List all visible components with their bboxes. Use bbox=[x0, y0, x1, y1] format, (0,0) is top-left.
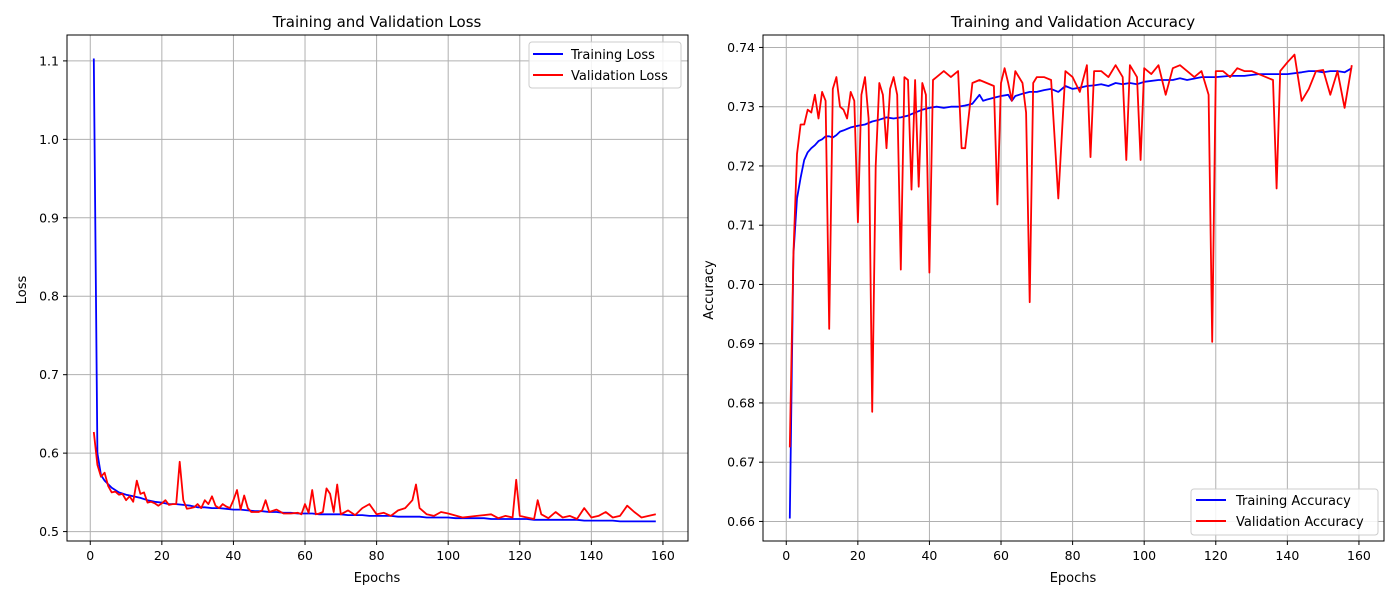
accuracy-x-tick-label: 160 bbox=[1347, 548, 1371, 563]
accuracy-x-tick-label: 140 bbox=[1275, 548, 1299, 563]
loss-x-tick-label: 100 bbox=[436, 548, 460, 563]
loss-training-line bbox=[92, 58, 656, 523]
loss-x-tick-label: 40 bbox=[225, 548, 241, 563]
loss-chart: 0 20 40 60 80 100 120 140 160 0.5 0.6 0.7 0.8 0.9 1.0 1… bbox=[15, 13, 689, 586]
accuracy-y-tick-label: 0.71 bbox=[727, 218, 755, 233]
accuracy-x-tick-label: 80 bbox=[1065, 548, 1081, 563]
loss-y-tick-label: 1.1 bbox=[39, 53, 59, 68]
loss-chart-title: Training and Validation Loss bbox=[272, 13, 482, 31]
accuracy-legend-training-label: Training Accuracy bbox=[1235, 494, 1351, 509]
loss-x-axis-label: Epochs bbox=[354, 571, 401, 586]
accuracy-y-tick-label: 0.69 bbox=[727, 336, 755, 351]
loss-validation-line bbox=[92, 431, 656, 520]
accuracy-y-axis-label: Accuracy bbox=[702, 260, 717, 320]
loss-y-tick-label: 0.9 bbox=[39, 210, 59, 225]
accuracy-y-tick-label: 0.74 bbox=[727, 40, 755, 55]
accuracy-y-tick-label: 0.67 bbox=[727, 455, 755, 470]
accuracy-chart: 0 20 40 60 80 100 120 140 160 0.66 0.67 0.68 0.69 0.7… bbox=[702, 13, 1385, 586]
accuracy-y-tick-label: 0.66 bbox=[727, 514, 755, 529]
accuracy-legend-validation-label: Validation Accuracy bbox=[1236, 515, 1364, 530]
accuracy-validation-line bbox=[788, 53, 1353, 448]
loss-plot-frame bbox=[66, 34, 689, 542]
accuracy-x-tick-label: 100 bbox=[1132, 548, 1156, 563]
accuracy-y-tick-label: 0.70 bbox=[727, 277, 755, 292]
loss-legend: Training Loss Validation Loss bbox=[528, 41, 682, 89]
accuracy-x-tick-label: 60 bbox=[993, 548, 1009, 563]
loss-y-tick-label: 1.0 bbox=[39, 132, 59, 147]
loss-x-tick-label: 0 bbox=[86, 548, 94, 563]
accuracy-ticks: 0 20 40 60 80 100 120 140 160 0.66 0.67 0.68 0.69 0.7… bbox=[727, 40, 1371, 563]
loss-x-tick-label: 140 bbox=[579, 548, 603, 563]
loss-y-tick-label: 0.8 bbox=[39, 289, 59, 304]
accuracy-series bbox=[788, 53, 1353, 519]
loss-x-tick-label: 80 bbox=[369, 548, 385, 563]
loss-ticks: 0 20 40 60 80 100 120 140 160 0.5 0.6 0.7 0.8 0.9 1.0 1… bbox=[39, 53, 675, 563]
accuracy-x-tick-label: 40 bbox=[921, 548, 937, 563]
accuracy-plot-frame bbox=[762, 34, 1385, 542]
loss-y-axis-label: Loss bbox=[15, 276, 30, 305]
accuracy-y-tick-label: 0.68 bbox=[727, 395, 755, 410]
loss-x-tick-label: 20 bbox=[154, 548, 170, 563]
loss-y-tick-label: 0.6 bbox=[39, 446, 59, 461]
accuracy-x-axis-label: Epochs bbox=[1050, 571, 1097, 586]
loss-x-tick-label: 160 bbox=[651, 548, 675, 563]
loss-grid bbox=[67, 35, 688, 541]
accuracy-y-tick-label: 0.72 bbox=[727, 158, 755, 173]
loss-legend-validation-label: Validation Loss bbox=[571, 69, 668, 84]
accuracy-legend-box bbox=[1190, 488, 1379, 536]
accuracy-y-tick-label: 0.73 bbox=[727, 99, 755, 114]
accuracy-chart-title: Training and Validation Accuracy bbox=[950, 13, 1195, 31]
accuracy-x-tick-label: 0 bbox=[782, 548, 790, 563]
loss-legend-box bbox=[528, 41, 682, 89]
accuracy-x-tick-label: 120 bbox=[1204, 548, 1228, 563]
loss-x-tick-label: 120 bbox=[508, 548, 532, 563]
loss-y-tick-label: 0.5 bbox=[39, 524, 59, 539]
loss-legend-training-label: Training Loss bbox=[570, 48, 655, 63]
loss-y-tick-label: 0.7 bbox=[39, 367, 59, 382]
loss-series bbox=[92, 58, 656, 523]
accuracy-legend: Training Accuracy Validation Accuracy bbox=[1190, 488, 1379, 536]
loss-x-tick-label: 60 bbox=[297, 548, 313, 563]
accuracy-x-tick-label: 20 bbox=[850, 548, 866, 563]
